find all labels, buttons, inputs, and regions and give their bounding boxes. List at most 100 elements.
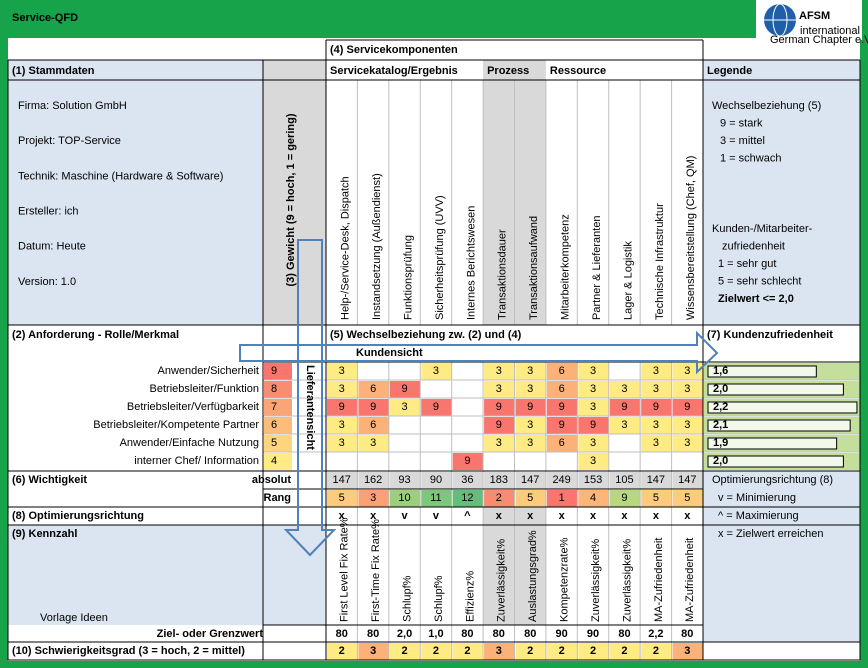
component-name: Mitarbeiterkompetenz [560,214,572,320]
optimierung-value: ^ [464,510,471,522]
section-label: (8) Optimierungsrichtung [12,510,144,522]
ziel-cell [421,626,452,642]
rang-cell [421,490,452,507]
matrix-value: 3 [590,383,596,395]
matrix-value: 3 [339,365,345,377]
legend-item: 1 = schwach [720,152,781,164]
satisfaction-value: 1,9 [713,437,728,449]
schwierigkeit-cell [358,643,389,660]
matrix-cell [327,435,358,452]
component-name: Internes Berichtswesen [465,206,477,320]
rang-cell [641,490,672,507]
ziel-value: 90 [587,628,599,640]
matrix-cell [327,363,358,380]
matrix-value: 3 [433,365,439,377]
matrix-value: 9 [590,419,596,431]
absolut-cell [546,472,578,489]
ziel-value: 2,0 [397,628,412,640]
absolut-value: 153 [584,474,602,486]
absolut-value: 147 [678,474,696,486]
schwierigkeit-value: 2 [621,645,627,657]
absolut-value: 93 [398,474,410,486]
matrix-cell [641,399,672,416]
ziel-cell [641,626,672,642]
kennzahl-name: Zuverlässigkeit% [590,539,602,622]
rang-cell [546,490,578,507]
ziel-value: 80 [681,628,693,640]
matrix-value: 3 [653,365,659,377]
weight-cell [264,399,292,416]
schwierigkeit-value: 3 [496,645,502,657]
matrix-value: 9 [496,401,502,413]
rang-value: 12 [461,492,473,504]
logo-name: AFSM [799,10,830,22]
ziel-value: 80 [336,628,348,640]
matrix-cell [515,435,546,452]
matrix-cell [452,453,484,470]
matrix-cell [515,417,546,434]
kennzahl-name: MA-Zufriedenheit [684,538,696,622]
schwierigkeit-value: 2 [433,645,439,657]
matrix-value: 9 [339,401,345,413]
ziel-value: 80 [461,628,473,640]
satisfaction-value: 2,0 [713,455,728,467]
requirement-name: Betriebsleiter/Kompetente Partner [93,419,259,431]
matrix-value: 6 [370,419,376,431]
rang-value: 5 [653,492,659,504]
component-name: Wissensbereitstellung (Chef, QM) [685,156,697,320]
matrix-cell [484,381,515,398]
matrix-cell [358,399,389,416]
schwierigkeit-cell [609,643,641,660]
absolut-cell [578,472,609,489]
schwierigkeit-value: 2 [559,645,565,657]
legend-item: 9 = stark [720,117,763,129]
matrix-value: 3 [621,383,627,395]
section-label: (1) Stammdaten [12,65,95,77]
absolut-cell [358,472,389,489]
section-label: absolut [252,474,291,486]
component-name: Instandsetzung (Außendienst) [371,173,383,320]
matrix-value: 3 [496,365,502,377]
rang-value: 5 [527,492,533,504]
matrix-value: 6 [559,437,565,449]
ziel-cell [578,626,609,642]
group-name: Ressource [550,65,606,77]
component-name: Transaktionsdauer [497,229,509,320]
section-label: (6) Wichtigkeit [12,474,87,486]
kennzahl-name: Zuverlässigkeit% [496,539,508,622]
schwierigkeit-cell [546,643,578,660]
section-label: (3) Gewicht (9 = hoch, 1 = gering) [285,113,297,286]
schwierigkeit-value: 2 [401,645,407,657]
rang-cell [327,490,358,507]
kennzahl-name: First-Time Fix Rate% [370,519,382,622]
absolut-value: 162 [364,474,382,486]
logo-line2: German Chapter e.V. [770,34,868,46]
matrix-value: 9 [527,401,533,413]
legend-item: 5 = sehr schlecht [718,275,801,287]
rang-value: 5 [684,492,690,504]
matrix-value: 9 [433,401,439,413]
stammdaten-item: Ersteller: ich [18,206,79,218]
stammdaten-item: Projekt: TOP-Service [18,135,121,147]
section-label: (7) Kundenzufriedenheit [707,329,833,341]
requirement-name: Anwender/Sicherheit [157,365,259,377]
satisfaction-value: 1,6 [713,365,728,377]
matrix-value: 3 [496,437,502,449]
ziel-cell [327,626,358,642]
watermark: Vorlage Ideen [40,612,108,624]
matrix-cell [546,417,578,434]
ziel-cell [389,626,421,642]
weight-cell [264,363,292,380]
ziel-cell [515,626,546,642]
matrix-cell [578,381,609,398]
section-label: Rang [264,492,292,504]
matrix-cell [358,435,389,452]
matrix-value: 3 [527,365,533,377]
matrix-cell [641,363,672,380]
weight-panel [263,60,326,325]
matrix-cell [609,417,641,434]
legend-item: Zielwert <= 2,0 [718,293,794,305]
optimierung-value: x [621,510,628,522]
ziel-value: 2,2 [648,628,663,640]
